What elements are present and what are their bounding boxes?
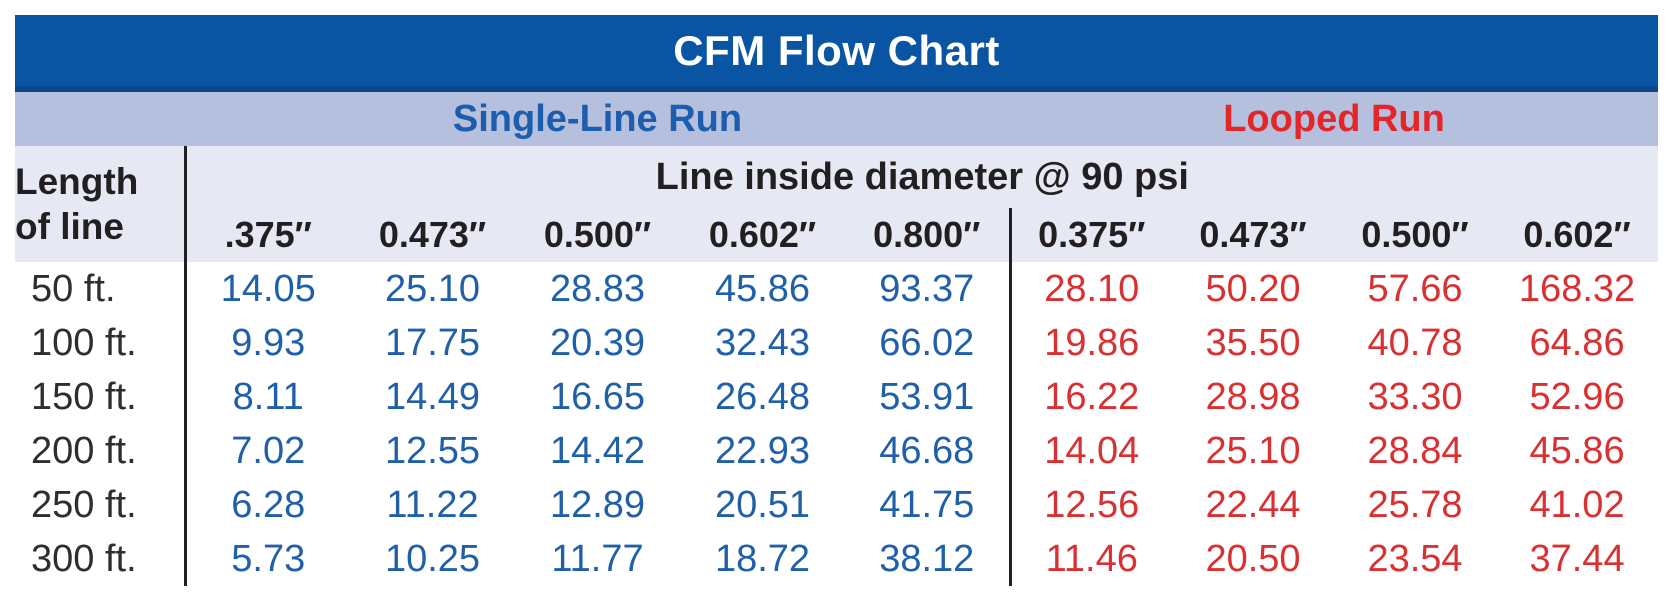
column-header-single-0.602: 0.602″	[680, 208, 845, 262]
cell-single-line-value: 66.02	[845, 316, 1010, 370]
row-label: 250 ft.	[15, 478, 187, 532]
column-header-single-.375: .375″	[185, 208, 350, 262]
row-axis-header-line1: Length	[15, 160, 139, 202]
cell-looped-value: 22.44	[1172, 478, 1334, 532]
cell-single-line-value: 10.25	[350, 532, 515, 586]
cell-single-line-value: 20.39	[515, 316, 680, 370]
group-band-spacer	[15, 89, 185, 146]
cell-looped-value: 19.86	[1008, 316, 1172, 370]
diameter-header: Line inside diameter @ 90 psi	[185, 146, 1659, 208]
column-header-single-0.473: 0.473″	[350, 208, 515, 262]
row-label: 200 ft.	[15, 424, 187, 478]
cell-single-line-value: 14.05	[185, 262, 350, 316]
cell-single-line-value: 18.72	[680, 532, 845, 586]
cell-looped-value: 45.86	[1496, 424, 1659, 478]
flow-table: CFM Flow Chart Single-Line Run Looped Ru…	[15, 15, 1659, 586]
cell-single-line-value: 5.73	[185, 532, 350, 586]
cell-looped-value: 28.10	[1008, 262, 1172, 316]
cell-looped-value: 37.44	[1496, 532, 1659, 586]
chart-title: CFM Flow Chart	[15, 15, 1659, 92]
cell-looped-value: 25.10	[1172, 424, 1334, 478]
cell-single-line-value: 8.11	[185, 370, 350, 424]
row-label: 150 ft.	[15, 370, 187, 424]
row-label: 300 ft.	[15, 532, 187, 586]
row-label: 50 ft.	[15, 262, 187, 316]
row-axis-header: Length of line	[15, 146, 187, 262]
cell-looped-value: 64.86	[1496, 316, 1659, 370]
cell-looped-value: 12.56	[1008, 478, 1172, 532]
cell-single-line-value: 45.86	[680, 262, 845, 316]
cell-single-line-value: 12.55	[350, 424, 515, 478]
cell-single-line-value: 7.02	[185, 424, 350, 478]
cell-single-line-value: 6.28	[185, 478, 350, 532]
cell-single-line-value: 9.93	[185, 316, 350, 370]
cell-looped-value: 33.30	[1334, 370, 1496, 424]
column-header-looped-0.473: 0.473″	[1172, 208, 1334, 262]
column-header-looped-0.602: 0.602″	[1496, 208, 1659, 262]
diameter-header-row: Length of line Line inside diameter @ 90…	[15, 146, 1659, 262]
column-header-single-0.500: 0.500″	[515, 208, 680, 262]
table-row: 150 ft. 8.11 14.49 16.65 26.48 53.91 16.22 28.9…	[15, 370, 1659, 424]
cell-single-line-value: 14.42	[515, 424, 680, 478]
cell-looped-value: 14.04	[1008, 424, 1172, 478]
cell-looped-value: 28.98	[1172, 370, 1334, 424]
cell-looped-value: 20.50	[1172, 532, 1334, 586]
cell-single-line-value: 26.48	[680, 370, 845, 424]
cell-looped-value: 57.66	[1334, 262, 1496, 316]
cell-looped-value: 23.54	[1334, 532, 1496, 586]
column-header-row: .375″ 0.473″ 0.500″ 0.602″ 0.800″ 0.375″ 0.473…	[15, 208, 1659, 262]
cell-looped-value: 168.32	[1496, 262, 1659, 316]
cell-single-line-value: 32.43	[680, 316, 845, 370]
cell-looped-value: 11.46	[1008, 532, 1172, 586]
cell-single-line-value: 14.49	[350, 370, 515, 424]
group-header-looped-run: Looped Run	[1010, 89, 1659, 146]
cell-single-line-value: 46.68	[845, 424, 1010, 478]
column-header-looped-0.500: 0.500″	[1334, 208, 1496, 262]
cell-looped-value: 28.84	[1334, 424, 1496, 478]
cell-looped-value: 16.22	[1008, 370, 1172, 424]
table-row: 200 ft. 7.02 12.55 14.42 22.93 46.68 14.04 25.1…	[15, 424, 1659, 478]
row-axis-header-line2: of line	[15, 206, 124, 247]
cell-single-line-value: 53.91	[845, 370, 1010, 424]
table-row: 50 ft. 14.05 25.10 28.83 45.86 93.37 28.10 50.2…	[15, 262, 1659, 316]
title-row: CFM Flow Chart	[15, 15, 1659, 92]
column-header-looped-0.375: 0.375″	[1008, 208, 1172, 262]
group-band-row: Single-Line Run Looped Run	[15, 89, 1659, 146]
cell-looped-value: 52.96	[1496, 370, 1659, 424]
cell-single-line-value: 25.10	[350, 262, 515, 316]
cell-looped-value: 50.20	[1172, 262, 1334, 316]
cell-single-line-value: 41.75	[845, 478, 1010, 532]
cell-looped-value: 41.02	[1496, 478, 1659, 532]
cell-single-line-value: 22.93	[680, 424, 845, 478]
table-row: 250 ft. 6.28 11.22 12.89 20.51 41.75 12.56 22.4…	[15, 478, 1659, 532]
column-header-single-0.800: 0.800″	[845, 208, 1010, 262]
cell-single-line-value: 28.83	[515, 262, 680, 316]
table-row: 300 ft. 5.73 10.25 11.77 18.72 38.12 11.46 20.5…	[15, 532, 1659, 586]
row-label: 100 ft.	[15, 316, 187, 370]
cell-single-line-value: 38.12	[845, 532, 1010, 586]
group-header-single-line-run: Single-Line Run	[185, 89, 1010, 146]
cell-single-line-value: 17.75	[350, 316, 515, 370]
table-row: 100 ft. 9.93 17.75 20.39 32.43 66.02 19.86 35.5…	[15, 316, 1659, 370]
cell-single-line-value: 11.77	[515, 532, 680, 586]
cell-single-line-value: 20.51	[680, 478, 845, 532]
cell-looped-value: 40.78	[1334, 316, 1496, 370]
cell-single-line-value: 93.37	[845, 262, 1010, 316]
cell-single-line-value: 12.89	[515, 478, 680, 532]
cell-looped-value: 35.50	[1172, 316, 1334, 370]
cell-looped-value: 25.78	[1334, 478, 1496, 532]
table-body: 50 ft. 14.05 25.10 28.83 45.86 93.37 28.10 50.2…	[15, 262, 1659, 586]
cell-single-line-value: 11.22	[350, 478, 515, 532]
cell-single-line-value: 16.65	[515, 370, 680, 424]
